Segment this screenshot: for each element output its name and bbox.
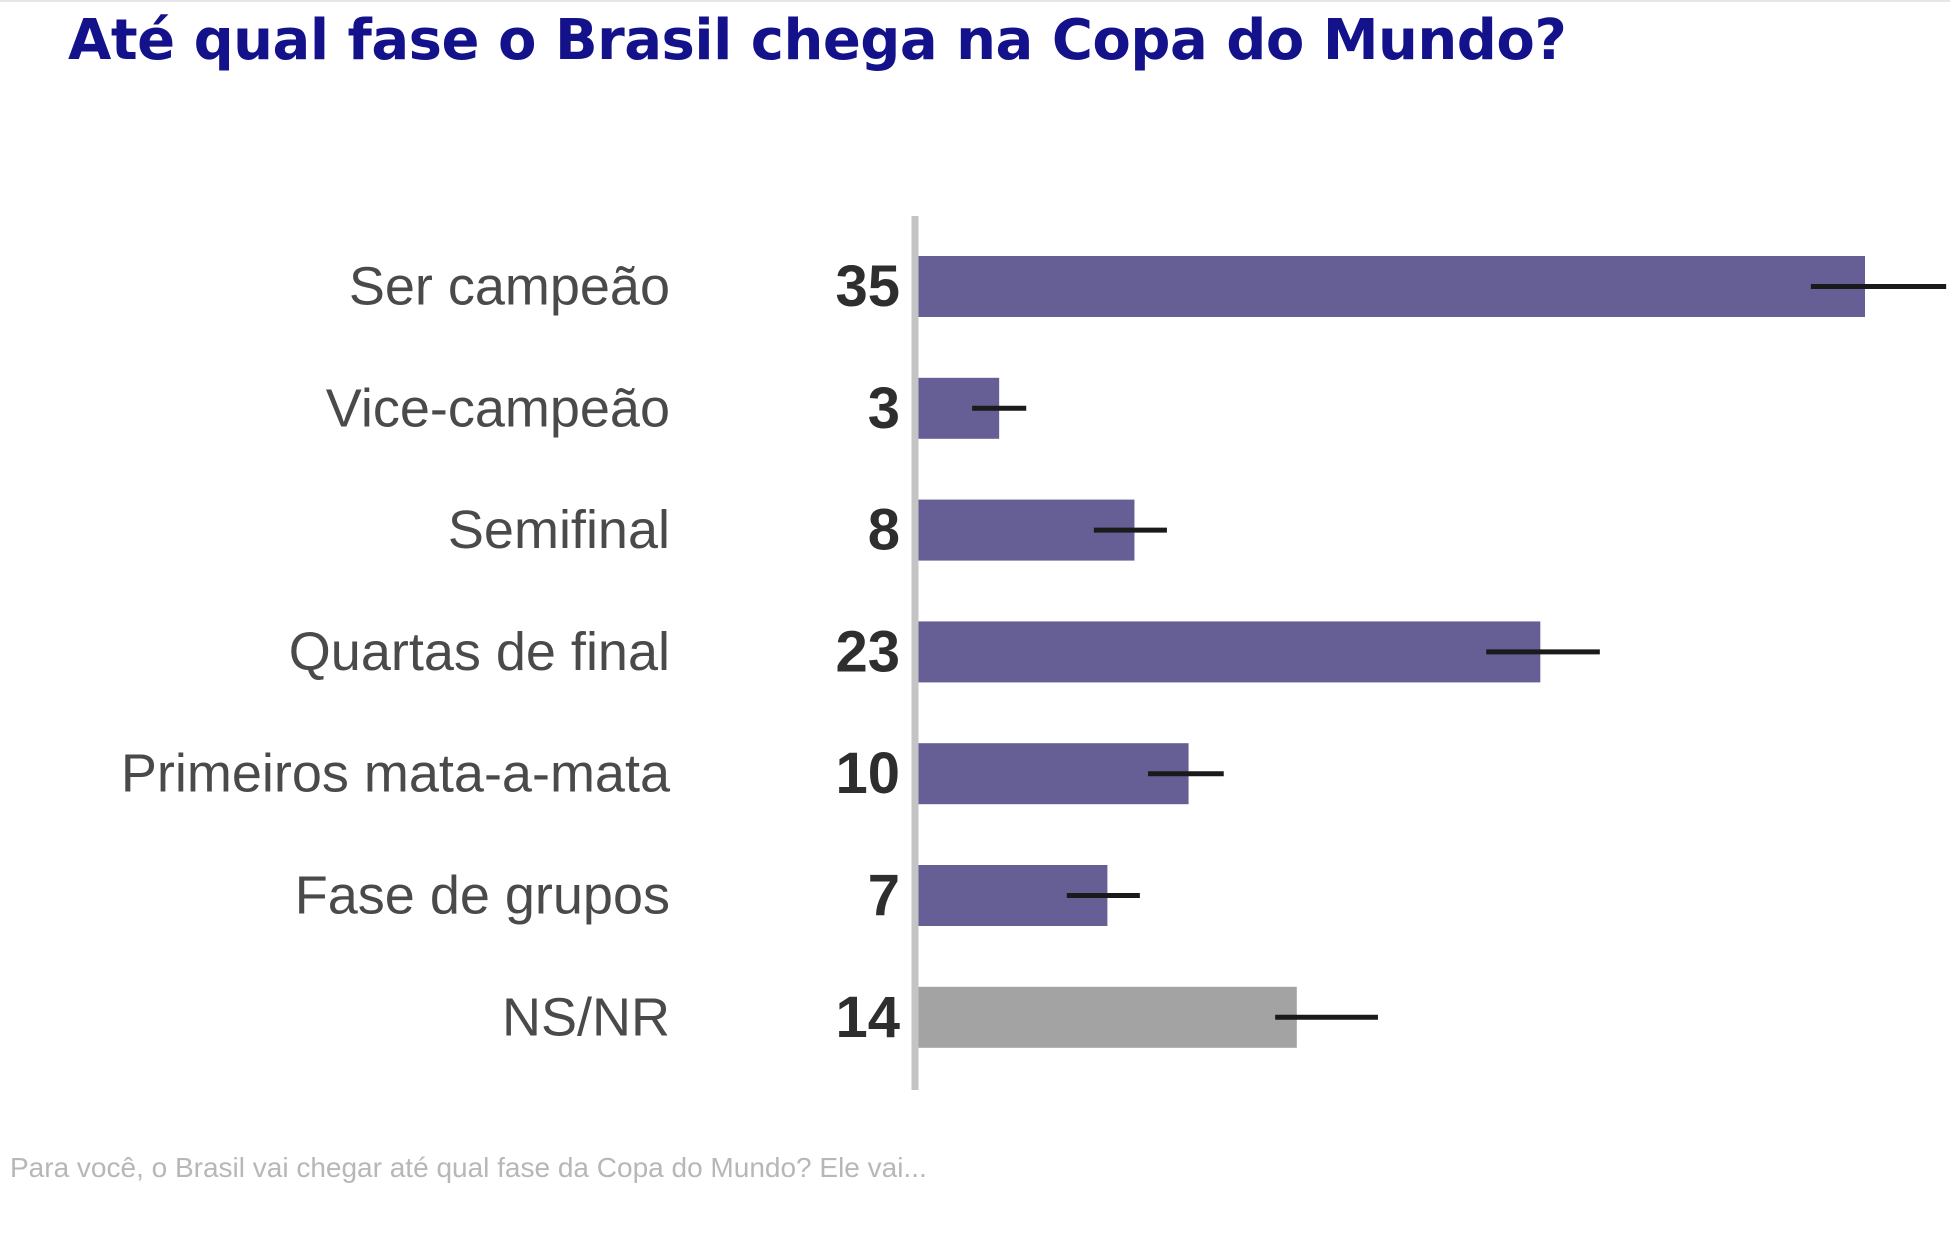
value-label-1: 3 bbox=[868, 376, 900, 441]
question-footnote: Para você, o Brasil vai chegar até qual … bbox=[10, 1152, 927, 1183]
chart-title: Até qual fase o Brasil chega na Copa do … bbox=[68, 8, 1567, 73]
value-label-6: 14 bbox=[835, 985, 900, 1050]
category-label-3: Quartas de final bbox=[289, 622, 670, 682]
bar-3 bbox=[918, 621, 1541, 683]
category-label-1: Vice-campeão bbox=[326, 378, 670, 438]
bar-6 bbox=[918, 986, 1297, 1048]
category-label-6: NS/NR bbox=[502, 987, 670, 1047]
top-rule bbox=[0, 0, 1950, 2]
labels-layer: Ser campeão 35 Vice-campeão 3 Semifinal 8 Quar… bbox=[121, 254, 900, 1050]
category-label-4: Primeiros mata-a-mata bbox=[121, 744, 671, 804]
value-label-2: 8 bbox=[868, 498, 900, 563]
bar-0 bbox=[918, 256, 1865, 317]
category-label-2: Semifinal bbox=[448, 500, 670, 560]
bars-layer bbox=[918, 256, 1865, 1048]
bar-4 bbox=[918, 743, 1189, 805]
category-label-0: Ser campeão bbox=[349, 257, 670, 317]
value-label-3: 23 bbox=[835, 619, 900, 684]
category-label-5: Fase de grupos bbox=[295, 866, 670, 926]
error-bars-layer bbox=[972, 284, 1947, 1020]
value-label-4: 10 bbox=[835, 741, 900, 806]
value-label-0: 35 bbox=[835, 254, 900, 319]
value-label-5: 7 bbox=[868, 863, 900, 928]
